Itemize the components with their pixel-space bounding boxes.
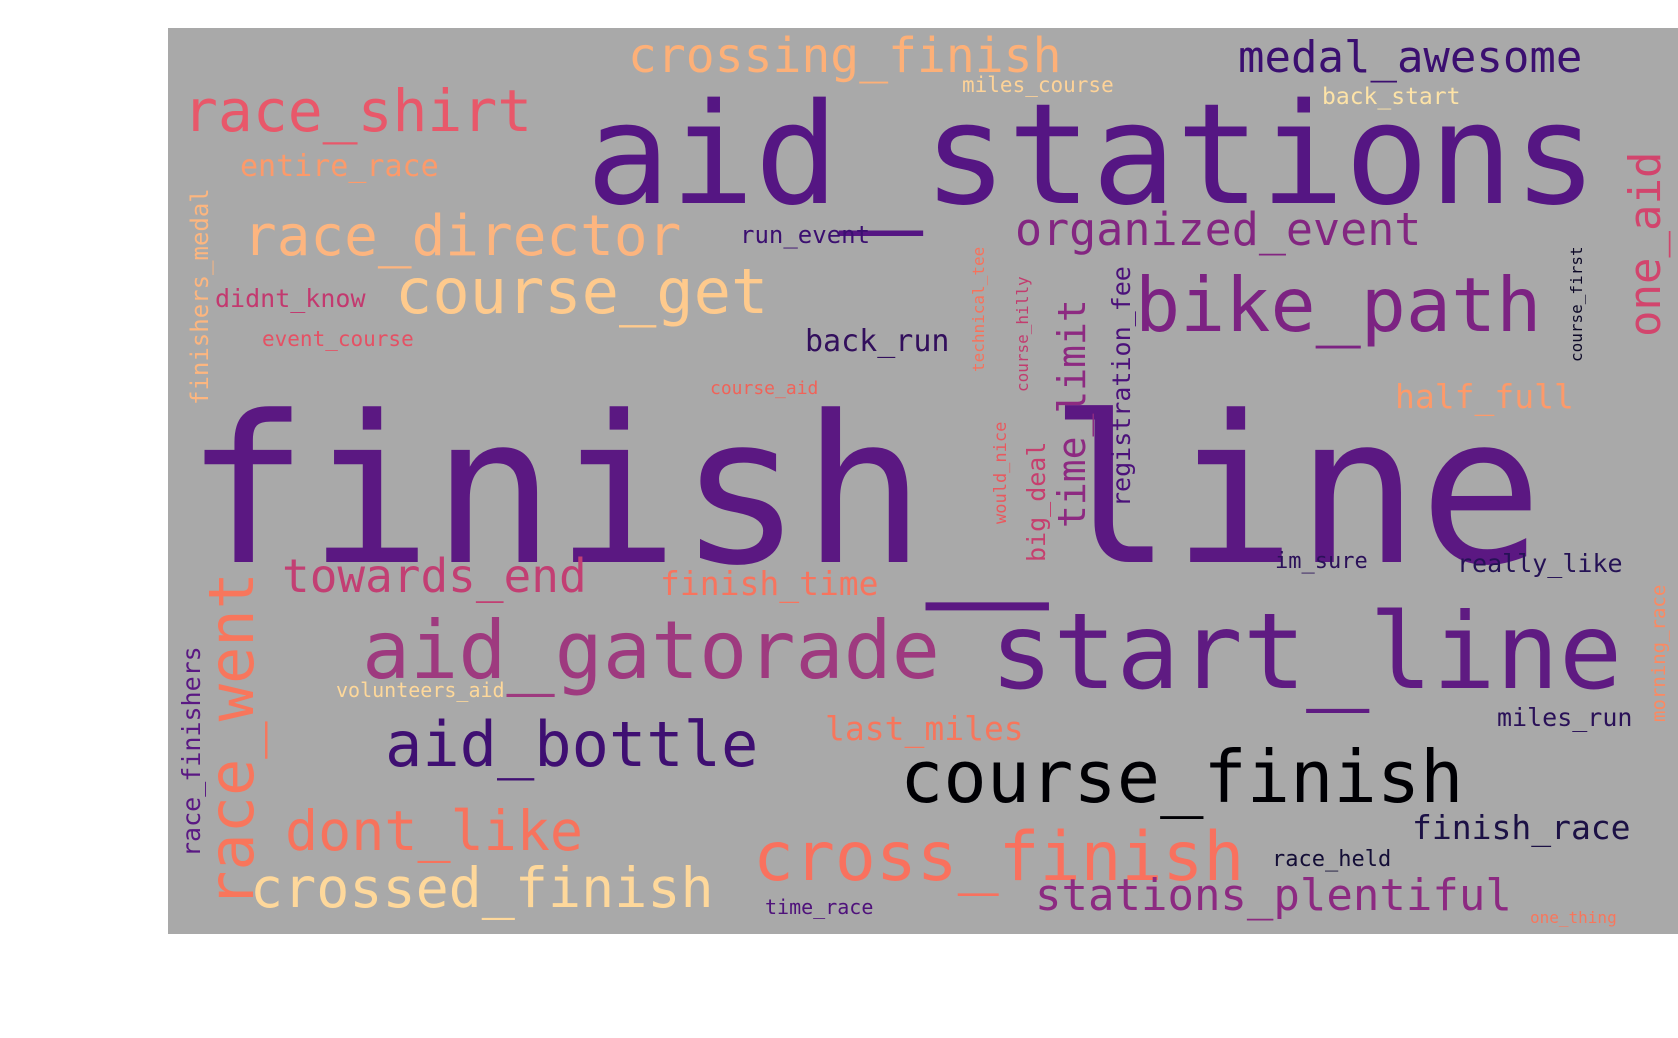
word-entire-race: entire_race <box>240 149 439 184</box>
word-finish-race: finish_race <box>1412 808 1631 848</box>
word-run-event: run_event <box>740 221 870 249</box>
word-race-held: race_held <box>1272 847 1391 872</box>
word-would-nice: would_nice <box>991 422 1011 524</box>
word-miles-course: miles_course <box>962 73 1114 97</box>
word-one-aid: one_aid <box>1620 152 1671 337</box>
word-dont-like: dont_like <box>285 799 583 863</box>
word-technical-tee: technical_tee <box>969 247 988 372</box>
word-towards-end: towards_end <box>282 549 587 603</box>
word-big-deal: big_deal <box>1022 442 1051 562</box>
words-layer: finish_line aid_stations start_line course_… <box>177 28 1671 927</box>
word-course-first: course_first <box>1567 246 1586 362</box>
word-really-like: really_like <box>1457 549 1623 578</box>
word-race-shirt: race_shirt <box>183 77 532 145</box>
word-finish-line: finish_line <box>185 373 1543 611</box>
word-volunteers-aid: volunteers_aid <box>336 678 505 702</box>
word-course-finish: course_finish <box>900 735 1464 819</box>
word-cloud-background <box>168 28 1678 934</box>
word-finish-time: finish_time <box>660 564 879 604</box>
word-didnt-know: didnt_know <box>215 284 366 313</box>
word-aid-stations: aid_stations <box>586 74 1597 237</box>
word-miles-run: miles_run <box>1497 703 1632 732</box>
word-race-director: race_director <box>243 204 681 269</box>
word-organized-event: organized_event <box>1015 203 1421 256</box>
word-event-course: event_course <box>262 327 414 351</box>
word-back-start: back_start <box>1322 84 1460 110</box>
word-course-get: course_get <box>395 255 768 328</box>
word-half-full: half_full <box>1395 377 1574 417</box>
word-finishers-medal: finishers_medal <box>186 188 214 405</box>
word-time-race: time_race <box>765 895 873 919</box>
word-race-went: race_went <box>195 572 268 908</box>
word-race-finishers: race_finishers <box>177 646 206 857</box>
word-morning-race: morning_race <box>1648 585 1670 722</box>
word-aid-bottle: aid_bottle <box>385 708 758 781</box>
word-start-line: start_line <box>990 591 1622 713</box>
word-aid-gatorade: aid_gatorade <box>362 604 940 697</box>
word-im-sure: im_sure <box>1275 549 1368 574</box>
word-registration-fee: registration_fee <box>1107 266 1136 507</box>
word-crossing-finish: crossing_finish <box>628 28 1061 84</box>
word-back-run: back_run <box>805 324 950 359</box>
word-medal-awesome: medal_awesome <box>1238 32 1582 83</box>
word-course-hilly: course_hilly <box>1013 276 1032 392</box>
word-one-thing: one_thing <box>1530 908 1617 927</box>
word-course-aid: course_aid <box>710 378 818 399</box>
word-stations-plentiful: stations_plentiful <box>1035 870 1512 921</box>
word-time-limit: time_limit <box>1050 299 1095 528</box>
word-crossed-finish: crossed_finish <box>250 856 714 920</box>
word-cross-finish: cross_finish <box>753 818 1244 897</box>
word-bike-path: bike_path <box>1135 261 1541 349</box>
word-last-miles: last_miles <box>825 709 1024 749</box>
